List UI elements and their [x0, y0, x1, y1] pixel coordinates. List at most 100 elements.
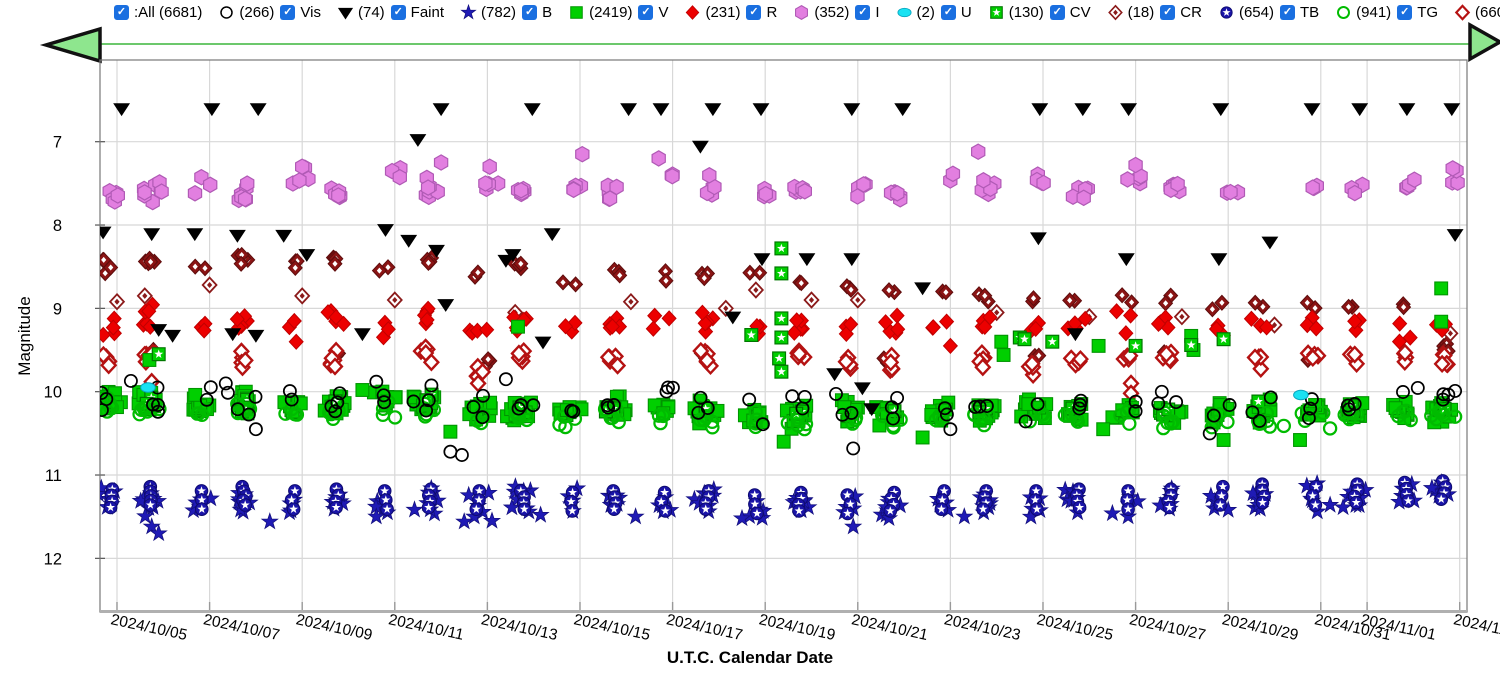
point-Faint[interactable]	[1031, 103, 1049, 117]
point-B[interactable]	[732, 508, 752, 527]
point-R[interactable]	[96, 326, 111, 344]
point-TG[interactable]	[1069, 411, 1085, 426]
point-Faint[interactable]	[1074, 103, 1092, 117]
point-R[interactable]	[196, 322, 212, 339]
point-Faint[interactable]	[1066, 328, 1084, 342]
point-Vis[interactable]	[424, 378, 439, 393]
point-Faint[interactable]	[752, 103, 770, 117]
point-TG[interactable]	[893, 412, 908, 427]
point-HA[interactable]	[752, 264, 768, 281]
point-B[interactable]	[531, 505, 550, 523]
point-Vis[interactable]	[1252, 413, 1267, 428]
point-HA[interactable]	[1247, 294, 1263, 311]
point-TG[interactable]	[656, 407, 671, 422]
point-Vis[interactable]	[890, 390, 905, 405]
point-TG[interactable]	[1297, 413, 1313, 428]
point-Faint[interactable]	[275, 229, 293, 243]
point-Vis[interactable]	[1396, 385, 1410, 399]
point-V[interactable]	[1434, 314, 1449, 329]
point-CR[interactable]	[1173, 307, 1191, 326]
point-TB[interactable]	[103, 500, 118, 515]
point-TG[interactable]	[1119, 404, 1135, 420]
point-HA[interactable]	[327, 255, 343, 272]
point-HA[interactable]	[233, 255, 249, 272]
point-TR[interactable]	[1157, 344, 1175, 364]
point-TB[interactable]	[238, 498, 252, 512]
point-Faint[interactable]	[1351, 103, 1369, 117]
point-CV[interactable]	[1017, 332, 1032, 347]
point-TG[interactable]	[1165, 414, 1181, 429]
point-TB[interactable]	[421, 500, 436, 515]
point-TR[interactable]	[326, 357, 344, 376]
point-HA[interactable]	[881, 282, 897, 299]
point-R[interactable]	[661, 310, 677, 327]
point-TB[interactable]	[286, 502, 301, 517]
point-HA[interactable]	[1025, 290, 1042, 307]
point-TB[interactable]	[517, 502, 532, 517]
point-Vis[interactable]	[332, 386, 347, 401]
point-I[interactable]	[433, 154, 449, 171]
point-TG[interactable]	[1390, 408, 1406, 424]
point-V[interactable]	[915, 430, 930, 445]
point-CR[interactable]	[294, 287, 311, 305]
point-Vis[interactable]	[476, 388, 490, 403]
point-R[interactable]	[288, 333, 304, 350]
point-Faint[interactable]	[724, 311, 742, 325]
point-Vis[interactable]	[939, 407, 954, 422]
point-HA[interactable]	[287, 259, 303, 277]
point-V[interactable]	[1434, 281, 1449, 296]
point-I[interactable]	[1305, 179, 1320, 196]
point-Vis[interactable]	[1301, 411, 1316, 426]
point-CR[interactable]	[747, 281, 765, 299]
point-TG[interactable]	[519, 412, 534, 428]
point-HA[interactable]	[1341, 298, 1357, 316]
point-TB[interactable]	[143, 498, 158, 512]
series-tg[interactable]	[100, 390, 1463, 437]
point-HA[interactable]	[1062, 292, 1078, 309]
point-I[interactable]	[292, 172, 307, 189]
point-TG[interactable]	[1163, 416, 1179, 431]
point-Vis[interactable]	[203, 380, 218, 395]
point-CV[interactable]	[1045, 334, 1060, 349]
point-Vis[interactable]	[406, 394, 421, 409]
point-TB[interactable]	[195, 502, 209, 517]
point-I[interactable]	[945, 165, 961, 183]
point-R[interactable]	[1109, 303, 1125, 320]
point-Faint[interactable]	[1398, 103, 1416, 117]
point-Faint[interactable]	[353, 328, 371, 342]
point-R[interactable]	[878, 314, 894, 331]
scroll-right-arrow[interactable]	[1468, 21, 1500, 63]
point-I[interactable]	[707, 178, 722, 196]
point-R[interactable]	[942, 337, 958, 355]
point-HA[interactable]	[371, 262, 387, 279]
point-CV[interactable]	[744, 327, 759, 343]
point-Vis[interactable]	[844, 405, 859, 420]
point-TB[interactable]	[1213, 498, 1227, 512]
point-Faint[interactable]	[228, 229, 246, 243]
point-I[interactable]	[758, 185, 773, 203]
point-I[interactable]	[566, 181, 581, 199]
point-I[interactable]	[850, 188, 865, 205]
point-V[interactable]	[776, 434, 791, 449]
legend-checkbox-tg[interactable]	[1397, 4, 1413, 20]
point-TG[interactable]	[473, 415, 489, 431]
point-I[interactable]	[202, 176, 218, 194]
point-R[interactable]	[286, 312, 302, 330]
point-HA[interactable]	[1214, 294, 1230, 311]
point-Vis[interactable]	[376, 388, 391, 403]
point-Faint[interactable]	[704, 103, 722, 117]
point-R[interactable]	[1150, 315, 1167, 333]
point-Vis[interactable]	[1441, 387, 1456, 402]
point-Vis[interactable]	[1073, 393, 1088, 408]
point-TG[interactable]	[1447, 409, 1463, 424]
point-TB[interactable]	[1308, 498, 1323, 512]
point-V[interactable]	[994, 334, 1009, 349]
point-Faint[interactable]	[113, 103, 131, 117]
point-CR[interactable]	[622, 292, 640, 311]
point-TB[interactable]	[698, 502, 713, 517]
point-I[interactable]	[110, 187, 126, 204]
point-TG[interactable]	[797, 421, 812, 437]
point-I[interactable]	[237, 190, 253, 208]
legend-checkbox-i[interactable]	[855, 4, 871, 20]
series-tb[interactable]	[103, 474, 1453, 521]
